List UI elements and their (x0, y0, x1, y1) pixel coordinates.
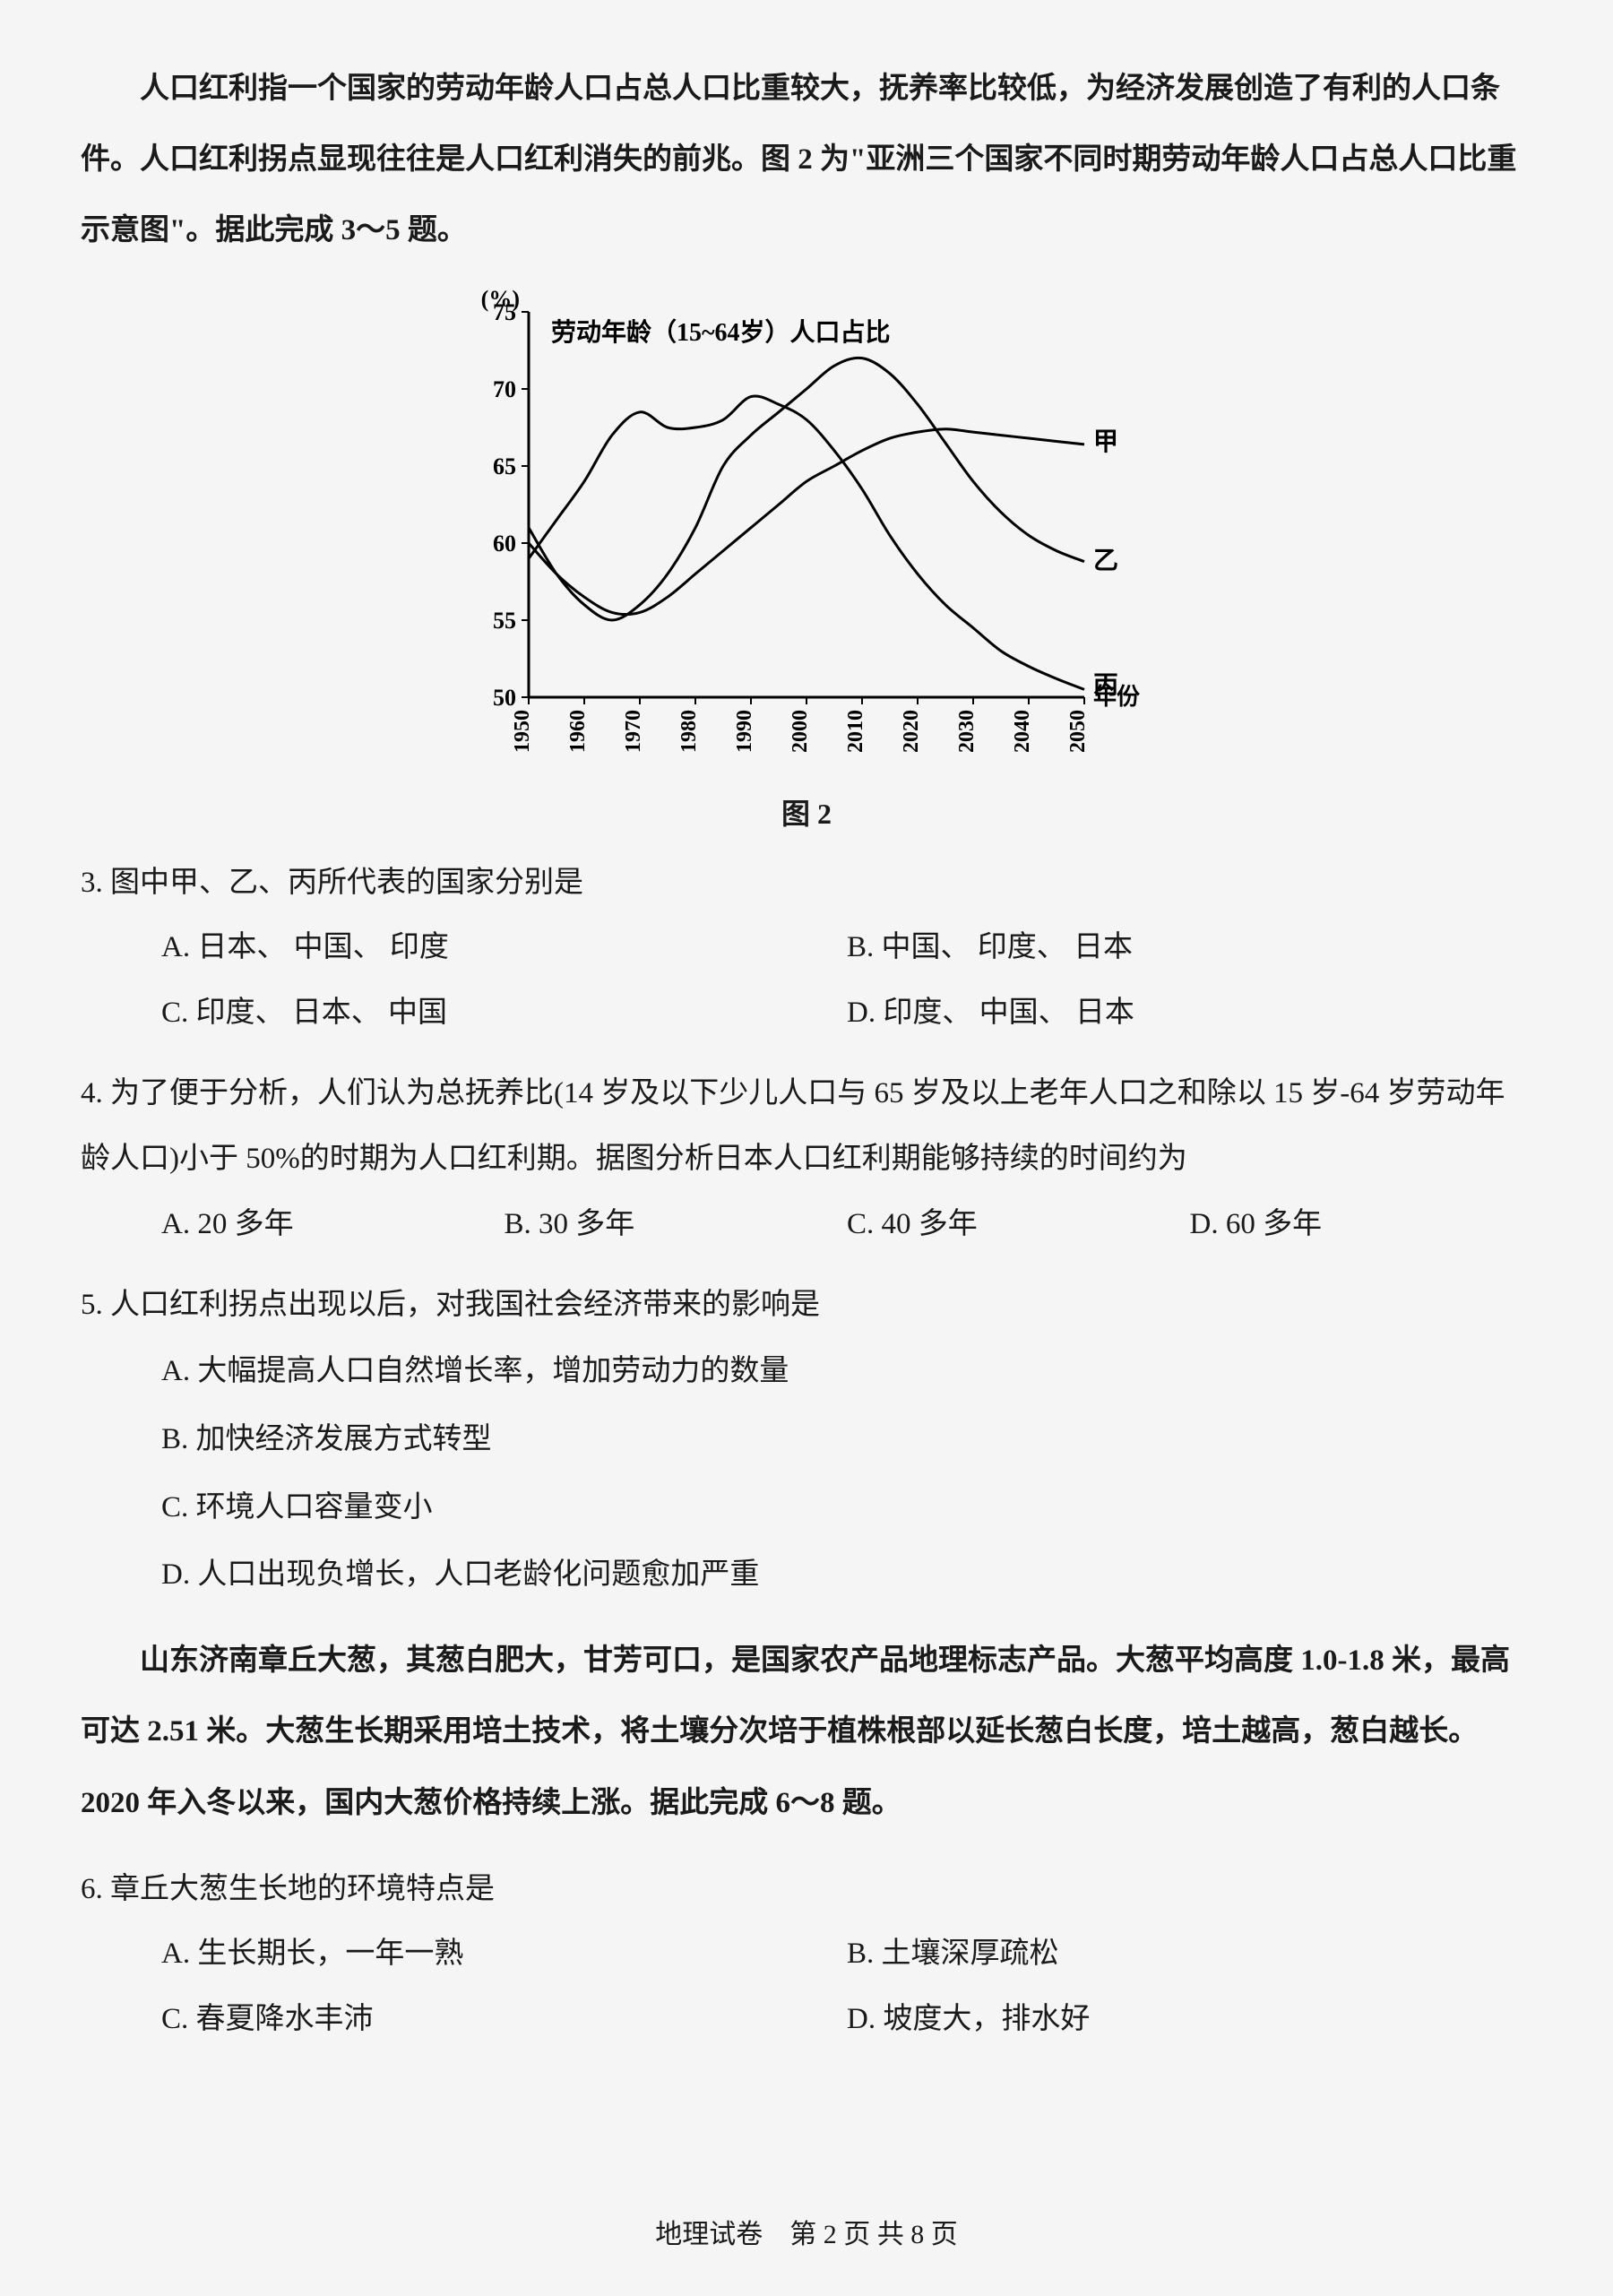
svg-text:丙: 丙 (1093, 671, 1118, 699)
q5-opt-d: D. 人口出现负增长，人口老龄化问题愈加严重 (161, 1541, 1532, 1610)
q3-opt-c: C. 印度、 日本、 中国 (161, 980, 847, 1046)
q6-opt-b: B. 土壤深厚疏松 (847, 1921, 1532, 1987)
q3-opt-a: A. 日本、 中国、 印度 (161, 915, 847, 980)
question-5: 5. 人口红利拐点出现以后，对我国社会经济带来的影响是 A. 大幅提高人口自然增… (81, 1273, 1532, 1610)
question-6: 6. 章丘大葱生长地的环境特点是 A. 生长期长，一年一熟 B. 土壤深厚疏松 … (81, 1857, 1532, 2052)
svg-text:2040: 2040 (1011, 710, 1034, 753)
svg-text:2010: 2010 (844, 710, 867, 753)
svg-text:1970: 1970 (622, 710, 645, 753)
svg-text:(%): (%) (481, 286, 520, 312)
svg-text:2030: 2030 (955, 710, 979, 753)
q4-opt-d: D. 60 多年 (1190, 1192, 1533, 1257)
svg-text:1950: 1950 (511, 710, 534, 753)
svg-text:1960: 1960 (566, 710, 590, 753)
svg-text:60: 60 (493, 531, 516, 557)
q5-opt-a: A. 大幅提高人口自然增长率，增加劳动力的数量 (161, 1338, 1532, 1406)
q3-stem: 3. 图中甲、乙、丙所代表的国家分别是 (81, 850, 1532, 916)
svg-text:70: 70 (493, 376, 516, 402)
labor-ratio-chart: 505560657075(%)1950196019701980199020002… (457, 285, 1156, 778)
q6-stem: 6. 章丘大葱生长地的环境特点是 (81, 1857, 1532, 1922)
q6-opt-a: A. 生长期长，一年一熟 (161, 1921, 847, 1987)
q3-opt-b: B. 中国、 印度、 日本 (847, 915, 1532, 980)
question-4: 4. 为了便于分析，人们认为总抚养比(14 岁及以下少儿人口与 65 岁及以上老… (81, 1061, 1532, 1256)
svg-text:1990: 1990 (733, 710, 756, 753)
svg-text:2050: 2050 (1066, 710, 1090, 753)
svg-text:1980: 1980 (677, 710, 701, 753)
chart-box: 505560657075(%)1950196019701980199020002… (457, 285, 1156, 833)
q4-opt-a: A. 20 多年 (161, 1192, 505, 1257)
q5-stem: 5. 人口红利拐点出现以后，对我国社会经济带来的影响是 (81, 1273, 1532, 1338)
q6-options: A. 生长期长，一年一熟 B. 土壤深厚疏松 C. 春夏降水丰沛 D. 坡度大，… (81, 1921, 1532, 2051)
q5-opt-b: B. 加快经济发展方式转型 (161, 1406, 1532, 1474)
q4-opt-c: C. 40 多年 (847, 1192, 1190, 1257)
q6-opt-c: C. 春夏降水丰沛 (161, 1987, 847, 2052)
q5-options: A. 大幅提高人口自然增长率，增加劳动力的数量 B. 加快经济发展方式转型 C.… (81, 1338, 1532, 1610)
svg-text:2000: 2000 (789, 710, 812, 753)
question-3: 3. 图中甲、乙、丙所代表的国家分别是 A. 日本、 中国、 印度 B. 中国、… (81, 850, 1532, 1046)
svg-text:55: 55 (493, 608, 516, 634)
svg-text:2020: 2020 (900, 710, 923, 753)
page-footer: 地理试卷 第 2 页 共 8 页 (81, 2212, 1532, 2251)
q4-opt-b: B. 30 多年 (505, 1192, 848, 1257)
chart-container: 505560657075(%)1950196019701980199020002… (81, 285, 1532, 833)
intro-paragraph-35: 人口红利指一个国家的劳动年龄人口占总人口比重较大，抚养率比较低，为经济发展创造了… (81, 54, 1532, 267)
svg-text:劳动年龄（15~64岁）人口占比: 劳动年龄（15~64岁）人口占比 (551, 317, 891, 347)
chart-caption: 图 2 (457, 791, 1156, 833)
svg-text:乙: 乙 (1093, 547, 1118, 574)
q6-opt-d: D. 坡度大，排水好 (847, 1987, 1532, 2052)
q4-stem: 4. 为了便于分析，人们认为总抚养比(14 岁及以下少儿人口与 65 岁及以上老… (81, 1061, 1532, 1191)
q4-options: A. 20 多年 B. 30 多年 C. 40 多年 D. 60 多年 (81, 1192, 1532, 1257)
q3-opt-d: D. 印度、 中国、 日本 (847, 980, 1532, 1046)
svg-text:甲: 甲 (1093, 427, 1118, 455)
q3-options: A. 日本、 中国、 印度 B. 中国、 印度、 日本 C. 印度、 日本、 中… (81, 915, 1532, 1045)
q5-opt-c: C. 环境人口容量变小 (161, 1474, 1532, 1542)
intro-paragraph-68: 山东济南章丘大葱，其葱白肥大，甘芳可口，是国家农产品地理标志产品。大葱平均高度 … (81, 1626, 1532, 1839)
svg-text:50: 50 (493, 685, 516, 711)
svg-text:65: 65 (493, 453, 516, 479)
